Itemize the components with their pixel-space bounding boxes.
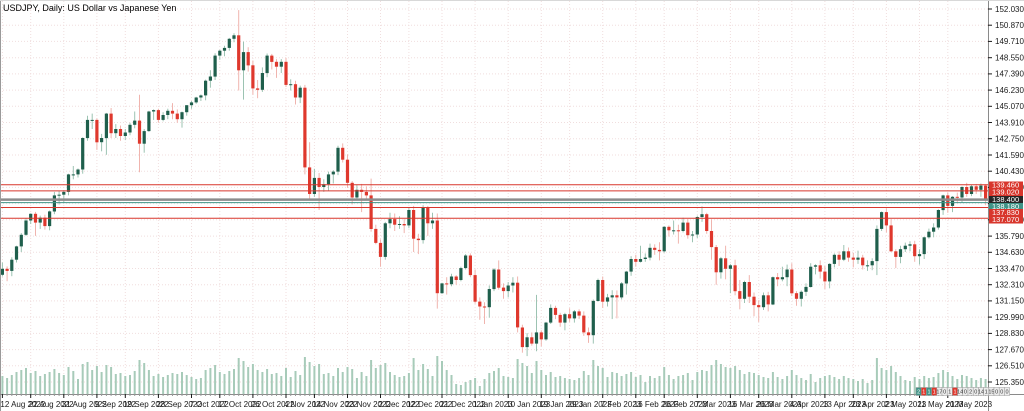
svg-text:23 Nov 2022: 23 Nov 2022 [346,400,392,409]
svg-text:0: 0 [964,390,967,396]
svg-text:21 May 2023: 21 May 2023 [946,400,993,409]
svg-text:28 Sep 2022: 28 Sep 2022 [156,400,202,409]
horizontal-lines[interactable] [0,184,988,219]
svg-text:138.180: 138.180 [992,202,1019,211]
svg-text:146.230: 146.230 [995,86,1024,95]
svg-text:11 May 2023: 11 May 2023 [918,400,964,409]
svg-text:12 Aug 2022: 12 Aug 2022 [0,400,45,409]
svg-text:145.070: 145.070 [995,102,1024,111]
svg-text:0: 0 [943,390,946,396]
svg-text:17 Oct 2022: 17 Oct 2022 [218,400,262,409]
svg-text:150.870: 150.870 [995,21,1024,30]
svg-text:149.710: 149.710 [995,37,1024,46]
svg-text:17: 17 [936,390,942,396]
svg-text:12 Dec 2022: 12 Dec 2022 [407,400,453,409]
svg-text:129.990: 129.990 [995,313,1024,322]
svg-text:4 Nov 2022: 4 Nov 2022 [284,400,325,409]
svg-text:4 Apr 2023: 4 Apr 2023 [790,400,829,409]
svg-text:23 Apr 2023: 23 Apr 2023 [851,400,895,409]
svg-text:148.550: 148.550 [995,54,1024,63]
svg-text:19 Jan 2023: 19 Jan 2023 [539,400,584,409]
svg-text:16 Mar 2023: 16 Mar 2023 [728,400,773,409]
svg-text:133.470: 133.470 [995,264,1024,273]
svg-text:141.590: 141.590 [995,151,1024,160]
svg-text:7 Feb 2023: 7 Feb 2023 [601,400,642,409]
grid-layer [0,1,988,394]
svg-text:128.830: 128.830 [995,329,1024,338]
svg-text:1: 1 [985,390,988,396]
svg-text:1: 1 [948,390,951,396]
svg-text:127.670: 127.670 [995,345,1024,354]
svg-text:31 Aug 2022: 31 Aug 2022 [62,400,107,409]
svg-text:1: 1 [927,390,930,396]
svg-text:2: 2 [969,390,972,396]
svg-text:7 Oct 2022: 7 Oct 2022 [190,400,230,409]
svg-text:131.150: 131.150 [995,297,1024,306]
svg-text:135.790: 135.790 [995,232,1024,241]
svg-text:2: 2 [917,390,920,396]
price-line-labels: 139.460139.020138.400138.180137.830137.0… [989,181,1023,224]
svg-text:15: 15 [988,390,994,396]
svg-text:143.910: 143.910 [995,118,1024,127]
svg-text:0: 0 [1000,390,1003,396]
svg-text:26 Feb 2023: 26 Feb 2023 [662,400,707,409]
svg-text:139.020: 139.020 [992,188,1019,197]
svg-text:138.400: 138.400 [992,195,1019,204]
svg-text:1: 1 [922,390,925,396]
svg-text:0: 0 [995,390,998,396]
svg-text:125.350: 125.350 [995,378,1024,387]
svg-text:9 Sep 2022: 9 Sep 2022 [95,400,136,409]
svg-text:1 Jan 2023: 1 Jan 2023 [473,400,513,409]
svg-text:137.070: 137.070 [992,215,1019,224]
svg-text:16 Feb 2023: 16 Feb 2023 [634,400,679,409]
svg-text:132.310: 132.310 [995,281,1024,290]
svg-text:29 Jan 2023: 29 Jan 2023 [568,400,613,409]
svg-text:139.460: 139.460 [992,181,1019,190]
svg-text:14: 14 [978,390,984,396]
svg-text:126.510: 126.510 [995,362,1024,371]
svg-text:13 Apr 2023: 13 Apr 2023 [823,400,867,409]
svg-text:142.750: 142.750 [995,135,1024,144]
mini-data-panel[interactable]: 2 1 1 1 17 0 1 1 14 0 2 0 14 1 15 0 0 0 [915,387,1010,396]
svg-text:0: 0 [974,390,977,396]
svg-text:26 Oct 2022: 26 Oct 2022 [251,400,295,409]
svg-text:134.630: 134.630 [995,248,1024,257]
svg-text:2 May 2023: 2 May 2023 [884,400,926,409]
svg-text:10 Jan 2023: 10 Jan 2023 [506,400,551,409]
svg-text:140.430: 140.430 [995,167,1024,176]
candles-layer [0,10,988,357]
svg-text:0: 0 [1005,390,1008,396]
volume-bars [1,356,987,394]
svg-text:7 Mar 2023: 7 Mar 2023 [695,400,736,409]
svg-text:19 Sep 2022: 19 Sep 2022 [123,400,169,409]
svg-text:1: 1 [953,390,956,396]
svg-text:137.830: 137.830 [992,208,1019,217]
svg-text:152.030: 152.030 [995,5,1024,14]
chart-title: USDJPY, Daily: US Dollar vs Japanese Yen [3,3,177,13]
svg-text:14: 14 [957,390,963,396]
svg-text:26 Mar 2023: 26 Mar 2023 [757,400,802,409]
svg-text:14 Nov 2022: 14 Nov 2022 [312,400,358,409]
svg-text:21 Dec 2022: 21 Dec 2022 [440,400,486,409]
svg-text:1: 1 [933,390,936,396]
svg-text:2 Dec 2022: 2 Dec 2022 [379,400,420,409]
svg-text:22 Aug 2022: 22 Aug 2022 [29,400,74,409]
svg-text:147.390: 147.390 [995,70,1024,79]
